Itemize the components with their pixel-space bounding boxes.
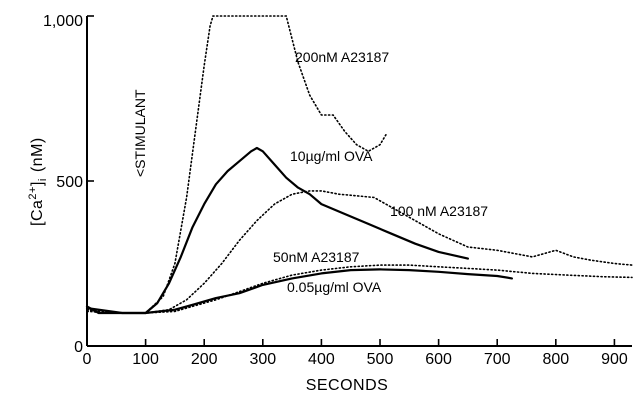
series-label-200nm-a23187: 200nM A23187 — [295, 49, 389, 65]
y-axis-title-main: [Ca — [29, 200, 46, 226]
stimulant-annotation: <STIMULANT — [132, 89, 148, 177]
y-axis-title: [Ca2+]i (nM) — [27, 137, 49, 226]
y-axis-title-close: ] — [29, 181, 46, 186]
x-tick-label: 800 — [542, 351, 569, 368]
axes — [86, 16, 632, 347]
series-line-2 — [86, 190, 633, 314]
y-tick-label: 500 — [56, 174, 83, 191]
x-tick-label: 100 — [132, 351, 159, 368]
series-label-50nm-a23187: 50nM A23187 — [273, 249, 360, 265]
y-tick-label: 1,000 — [43, 13, 83, 30]
series-line-4 — [85, 268, 513, 315]
x-tick-label: 200 — [191, 351, 218, 368]
stimulant-annotation-text: <STIMULANT — [132, 89, 148, 177]
x-tick-label: 300 — [249, 351, 276, 368]
series-line-3 — [86, 264, 633, 314]
series-label-10ug-ova: 10µg/ml OVA — [290, 148, 373, 164]
x-tick-label: 900 — [601, 351, 628, 368]
series-label-100nm-a23187: 100 nM A23187 — [390, 203, 488, 219]
x-tick-label: 400 — [308, 351, 335, 368]
x-tick-label: 600 — [425, 351, 452, 368]
series-line-0 — [86, 15, 387, 314]
y-axis-title-unit: (nM) — [29, 137, 46, 172]
series-lines — [85, 15, 633, 315]
y-tick-label: 0 — [74, 339, 83, 356]
y-axis-title-sup: 2+ — [27, 186, 39, 200]
x-axis-title: SECONDS — [306, 377, 389, 393]
x-axis-ticks: 0 100 200 300 400 500 600 700 800 900 — [83, 339, 628, 368]
x-tick-label: 700 — [484, 351, 511, 368]
series-line-1 — [85, 146, 469, 315]
svg-text:[Ca2+]i(nM): [Ca2+]i (nM) — [27, 137, 49, 226]
x-tick-label: 500 — [367, 351, 394, 368]
y-axis-title-sub: i — [37, 178, 49, 181]
series-label-005ug-ova: 0.05µg/ml OVA — [287, 279, 382, 295]
x-tick-label: 0 — [83, 351, 92, 368]
y-axis-ticks: 0 500 1,000 — [43, 13, 94, 356]
